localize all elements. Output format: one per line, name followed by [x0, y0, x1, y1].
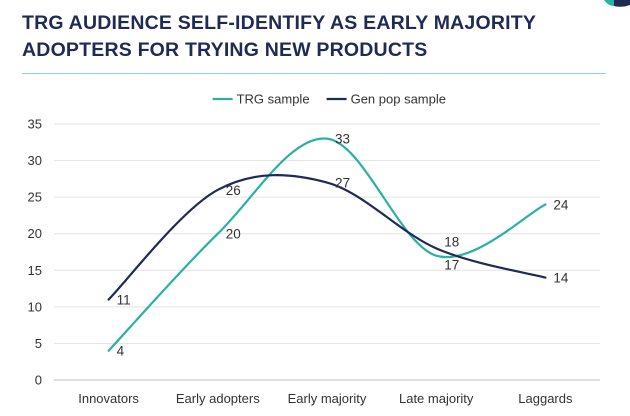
data-label: 24	[553, 197, 569, 212]
data-label: 27	[335, 176, 350, 191]
data-label: 14	[553, 271, 569, 286]
y-tick-label: 0	[35, 373, 42, 388]
x-tick-label: Innovators	[78, 391, 139, 406]
y-tick-label: 30	[28, 153, 42, 168]
data-label: 26	[226, 183, 241, 198]
data-label: 4	[117, 344, 125, 359]
y-tick-label: 25	[28, 190, 42, 205]
x-tick-label: Early adopters	[176, 391, 260, 406]
data-label: 20	[226, 227, 241, 242]
data-label: 33	[335, 132, 350, 147]
y-tick-label: 20	[28, 226, 42, 241]
y-tick-label: 35	[28, 117, 42, 132]
y-tick-label: 5	[35, 336, 42, 351]
x-tick-label: Laggards	[518, 391, 573, 406]
corner-decoration	[594, 0, 630, 7]
title-line-2: ADOPTERS FOR TRYING NEW PRODUCTS	[22, 39, 428, 61]
x-tick-label: Late majority	[399, 391, 474, 406]
y-tick-label: 10	[28, 299, 42, 314]
series-line-trg	[107, 137, 547, 352]
series-line-gen-pop	[107, 174, 547, 301]
legend-label: Gen pop sample	[351, 92, 446, 107]
chart-title: TRG AUDIENCE SELF-IDENTIFY AS EARLY MAJO…	[22, 10, 582, 64]
y-tick-label: 15	[28, 263, 42, 278]
data-label: 18	[444, 234, 459, 249]
data-label: 17	[444, 258, 459, 273]
legend-label: TRG sample	[237, 92, 310, 107]
title-divider	[22, 73, 606, 74]
data-label: 11	[117, 293, 131, 308]
x-tick-label: Early majority	[288, 391, 367, 406]
title-line-1: TRG AUDIENCE SELF-IDENTIFY AS EARLY MAJO…	[22, 12, 537, 34]
